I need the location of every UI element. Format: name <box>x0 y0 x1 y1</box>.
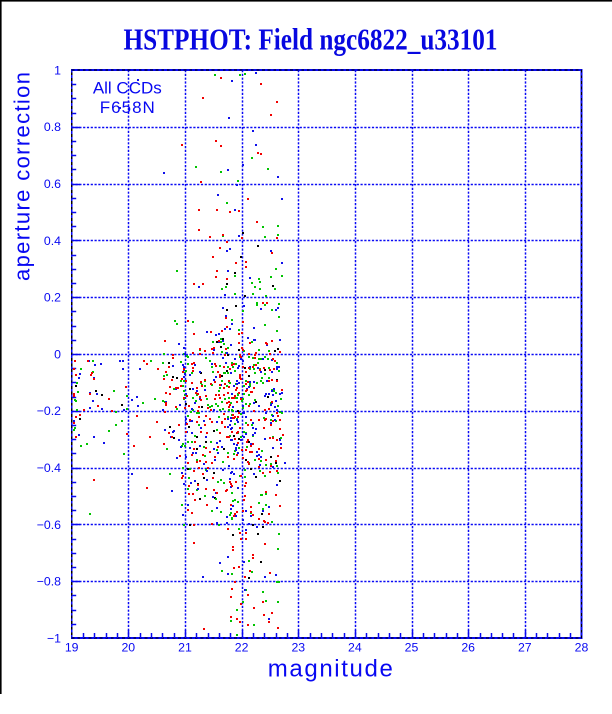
svg-text:−0.8: −0.8 <box>37 575 61 589</box>
svg-text:0: 0 <box>54 347 61 361</box>
svg-text:−1: −1 <box>47 631 61 645</box>
svg-text:1: 1 <box>54 63 61 77</box>
svg-text:All CCDs: All CCDs <box>93 79 162 98</box>
svg-text:27: 27 <box>518 641 532 655</box>
svg-text:aperture correction: aperture correction <box>10 72 35 281</box>
svg-text:0.6: 0.6 <box>44 177 61 191</box>
svg-text:20: 20 <box>121 641 135 655</box>
svg-text:−0.4: −0.4 <box>37 461 61 475</box>
svg-text:25: 25 <box>405 641 419 655</box>
svg-text:22: 22 <box>235 641 249 655</box>
svg-text:26: 26 <box>461 641 475 655</box>
svg-text:F658N: F658N <box>100 98 155 117</box>
svg-text:−0.2: −0.2 <box>37 404 61 418</box>
svg-text:0.8: 0.8 <box>44 120 61 134</box>
svg-text:24: 24 <box>348 641 362 655</box>
svg-text:28: 28 <box>575 641 589 655</box>
svg-text:23: 23 <box>291 641 305 655</box>
svg-text:19: 19 <box>65 641 79 655</box>
svg-text:HSTPHOT: Field ngc6822_u33101: HSTPHOT: Field ngc6822_u33101 <box>124 22 498 56</box>
svg-text:0.4: 0.4 <box>44 234 61 248</box>
svg-text:0.2: 0.2 <box>44 291 61 305</box>
svg-text:21: 21 <box>178 641 192 655</box>
svg-text:−0.6: −0.6 <box>37 518 61 532</box>
svg-text:magnitude: magnitude <box>268 656 393 683</box>
